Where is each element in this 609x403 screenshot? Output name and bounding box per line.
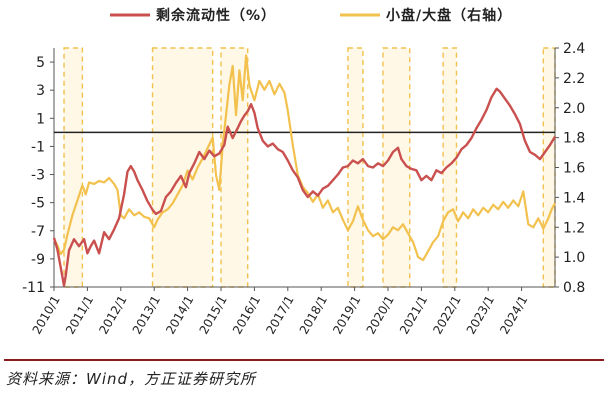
x-tick-label: 2014/1 [163,293,196,337]
shaded-period-7 [542,47,556,288]
left-tick-label: -1 [31,139,45,155]
x-tick-label: 2012/1 [96,293,129,337]
footer-rule [4,359,604,361]
right-tick-label: 2.2 [563,71,585,87]
shaded-period-5 [382,47,411,288]
x-tick-label: 2017/1 [263,293,296,337]
series-line-liquidity [52,87,557,287]
x-tick-label: 2011/1 [63,293,96,337]
x-tick-label: 2021/1 [397,293,430,337]
right-tick-label: 0.8 [563,280,585,296]
source-note: 资料来源：Wind，方正证券研究所 [6,370,257,388]
left-tick-label: -9 [31,252,45,268]
right-tick-label: 1.0 [563,250,585,266]
left-tick-label: -3 [31,168,45,184]
right-tick-label: 1.6 [563,161,585,177]
shaded-period-6 [442,47,458,288]
left-tick-label: 5 [36,55,45,71]
shaded-period-4 [347,47,364,288]
left-tick-label: 3 [36,83,45,99]
x-tick-label: 2024/1 [497,293,530,337]
series-lines [52,54,557,287]
shaded-periods [63,47,556,288]
right-tick-label: 1.2 [563,220,585,236]
left-tick-label: 1 [36,111,45,127]
x-tick-label: 2019/1 [330,293,363,337]
right-tick-label: 1.8 [563,131,585,147]
left-tick-label: -11 [22,280,45,296]
x-tick-label: 2022/1 [430,293,463,337]
x-tick-label: 2013/1 [130,293,163,337]
x-tick-label: 2015/1 [197,293,230,337]
right-tick-label: 2.4 [563,41,585,57]
shaded-period-2 [151,47,214,288]
legend-label-ratio: 小盘/大盘（右轴） [386,7,512,24]
left-tick-label: -7 [31,224,45,240]
x-tick-label: 2010/1 [30,293,63,337]
right-tick-label: 2.0 [563,101,585,117]
x-tick-label: 2016/1 [230,293,263,337]
series-line-ratio [53,54,556,262]
x-tick-label: 2020/1 [364,293,397,337]
legend: 剩余流动性（%） 小盘/大盘（右轴） [110,7,512,24]
legend-label-liquidity: 剩余流动性（%） [156,7,276,24]
right-tick-label: 1.4 [563,190,585,206]
left-tick-label: -5 [31,196,45,212]
shaded-period-1 [63,47,84,288]
x-tick-label: 2023/1 [464,293,497,337]
x-tick-label: 2018/1 [297,293,330,337]
